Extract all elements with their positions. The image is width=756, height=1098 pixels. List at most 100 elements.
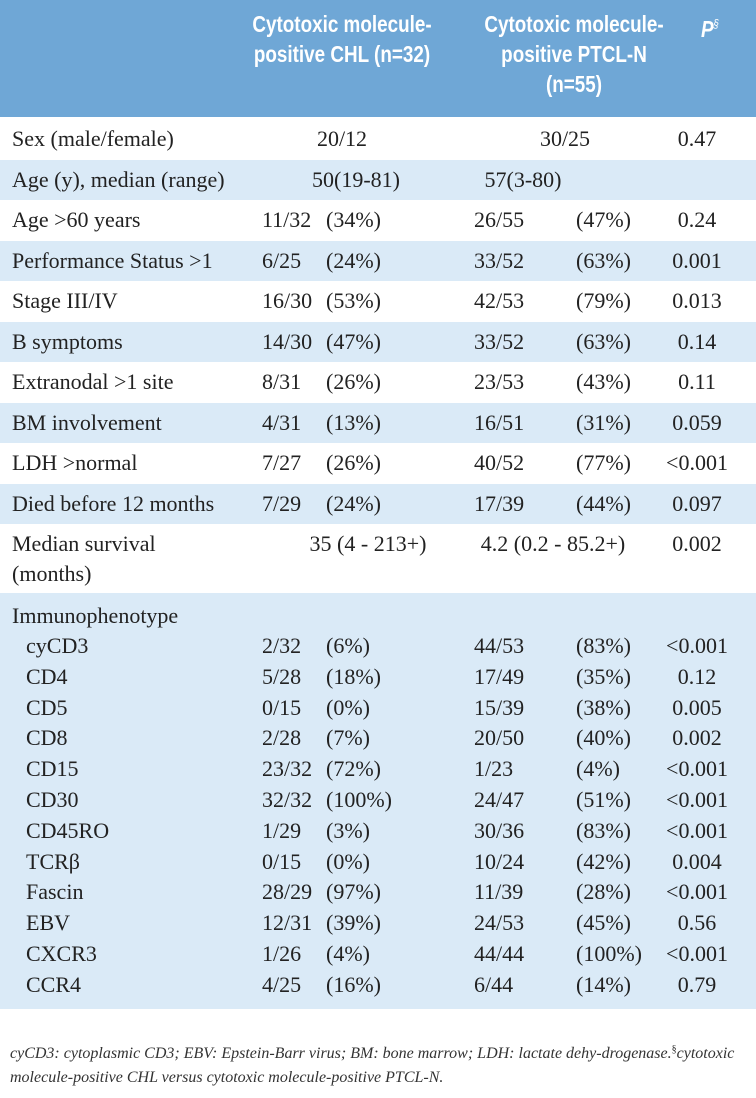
table-row: cyCD3 2/32 (6%) 44/53 (83%) <0.001	[0, 631, 756, 662]
row-label: BM involvement	[12, 409, 162, 435]
table-row: CD4 5/28 (18%) 17/49 (35%) 0.12	[0, 662, 756, 693]
ptcl-percent: (79%)	[576, 288, 631, 313]
row-label: CD5	[26, 694, 68, 720]
chl-count: 6/25	[262, 247, 302, 273]
table-row: BM involvement 4/31 (13%) 16/51 (31%) 0.…	[0, 402, 756, 443]
p-value: <0.001	[666, 633, 728, 658]
table-row: Died before 12 months 7/29 (24%) 17/39 (…	[0, 483, 756, 524]
table-row: Age >60 years 11/32 (34%) 26/55 (47%) 0.…	[0, 200, 756, 241]
table-row: CD5 0/15 (0%) 15/39 (38%) 0.005	[0, 693, 756, 724]
row-label: LDH >normal	[12, 450, 138, 475]
immunophenotype-title: Immunophenotype	[12, 603, 179, 628]
chl-count: 32/32	[262, 786, 313, 812]
chl-value: 50(19-81)	[312, 166, 400, 192]
row-label: Stage III/IV	[12, 288, 118, 313]
row-label: CCR4	[26, 971, 82, 997]
ptcl-count: 40/52	[474, 450, 525, 475]
table-row: Age (y), median (range) 50(19-81) 57(3-8…	[0, 159, 756, 200]
ptcl-percent: (35%)	[576, 663, 631, 689]
ptcl-value: 30/25	[539, 126, 591, 151]
p-value: <0.001	[666, 450, 728, 475]
ptcl-count: 44/53	[474, 633, 525, 658]
chl-percent: (0%)	[326, 694, 370, 720]
ptcl-percent: (40%)	[576, 725, 631, 751]
chl-percent: (97%)	[326, 879, 381, 905]
chl-percent: (72%)	[326, 756, 381, 782]
data-table: Sex (male/female) 20/12 30/25 0.47 Age (…	[0, 119, 756, 1009]
chl-count: 7/27	[262, 450, 302, 475]
footnote-text: cyCD3: cytoplasmic CD3; EBV: Epstein-Bar…	[10, 1045, 672, 1062]
ptcl-percent: (4%)	[576, 756, 620, 782]
row-label: cyCD3	[26, 633, 89, 658]
ptcl-percent: (100%)	[576, 940, 642, 966]
p-value: 0.79	[677, 971, 717, 997]
ptcl-percent: (14%)	[576, 971, 631, 997]
table-header: Cytotoxic molecule-positive CHL (n=32) C…	[0, 0, 756, 117]
chl-count: 14/30	[262, 328, 313, 354]
header-chl: Cytotoxic molecule-positive CHL (n=32)	[252, 11, 432, 67]
chl-count: 1/29	[262, 817, 302, 843]
chl-percent: (0%)	[326, 848, 370, 874]
p-value: <0.001	[666, 786, 728, 812]
p-value: 0.002	[672, 531, 722, 556]
ptcl-percent: (77%)	[576, 450, 631, 475]
row-label: B symptoms	[12, 328, 123, 354]
table-row: Performance Status >1 6/25 (24%) 33/52 (…	[0, 240, 756, 281]
row-label: Died before 12 months	[12, 490, 215, 516]
chl-percent: (6%)	[326, 633, 370, 658]
p-value: 0.097	[672, 490, 722, 516]
p-value: <0.001	[666, 940, 728, 966]
ptcl-percent: (83%)	[576, 817, 631, 843]
table-row: Stage III/IV 16/30 (53%) 42/53 (79%) 0.0…	[0, 281, 756, 322]
ptcl-count: 24/53	[474, 910, 525, 936]
ptcl-percent: (38%)	[576, 694, 631, 720]
row-label: Performance Status >1	[12, 247, 213, 273]
ptcl-value: 57(3-80)	[484, 166, 562, 192]
chl-percent: (3%)	[326, 817, 370, 843]
chl-count: 4/31	[262, 409, 302, 435]
chl-percent: (100%)	[326, 786, 392, 812]
immunophenotype-rows: cyCD3 2/32 (6%) 44/53 (83%) <0.001 CD4 5/28 (18%…	[0, 631, 756, 1001]
row-label: Extranodal >1 site	[12, 369, 174, 394]
row-label: Sex (male/female)	[12, 126, 174, 151]
chl-count: 1/26	[262, 940, 302, 966]
row-label: Age >60 years	[12, 207, 141, 232]
p-value: 0.004	[672, 848, 722, 874]
p-value: 0.001	[672, 247, 722, 273]
ptcl-percent: (43%)	[576, 369, 631, 394]
row-label: Median survival (months)	[12, 524, 156, 589]
immunophenotype-title-row: Immunophenotype	[0, 601, 756, 631]
footnote: cyCD3: cytoplasmic CD3; EBV: Epstein-Bar…	[10, 1038, 750, 1090]
chl-percent: (47%)	[326, 328, 381, 354]
ptcl-percent: (42%)	[576, 848, 631, 874]
ptcl-count: 6/44	[474, 971, 514, 997]
chl-count: 28/29	[262, 879, 313, 905]
table-row: Median survival (months) 35 (4 - 213+) 4.…	[0, 524, 756, 593]
table-row: CXCR3 1/26 (4%) 44/44 (100%) <0.001	[0, 939, 756, 970]
chl-count: 5/28	[262, 663, 302, 689]
ptcl-count: 20/50	[474, 725, 525, 751]
table-row: CD8 2/28 (7%) 20/50 (40%) 0.002	[0, 723, 756, 754]
chl-count: 2/28	[262, 725, 302, 751]
chl-percent: (4%)	[326, 940, 370, 966]
row-label: TCRβ	[26, 848, 80, 874]
row-label-line1: Median survival	[12, 531, 156, 556]
row-label: CD45RO	[26, 817, 110, 843]
footnote-sup: §	[671, 1044, 677, 1055]
chl-percent: (34%)	[326, 207, 381, 232]
chl-percent: (39%)	[326, 910, 381, 936]
chl-count: 7/29	[262, 490, 302, 516]
p-value: 0.059	[672, 409, 722, 435]
row-label: CD30	[26, 786, 79, 812]
ptcl-count: 33/52	[474, 328, 525, 354]
ptcl-percent: (83%)	[576, 633, 631, 658]
ptcl-percent: (51%)	[576, 786, 631, 812]
chl-percent: (24%)	[326, 490, 381, 516]
table-row: Fascin 28/29 (97%) 11/39 (28%) <0.001	[0, 877, 756, 908]
ptcl-count: 24/47	[474, 786, 525, 812]
ptcl-count: 17/39	[474, 490, 525, 516]
header-ptcl: Cytotoxic molecule-positive PTCL-N (n=55…	[484, 11, 664, 97]
header-p-sup: §	[713, 17, 720, 31]
p-value: <0.001	[666, 879, 728, 905]
p-value: 0.005	[672, 694, 722, 720]
